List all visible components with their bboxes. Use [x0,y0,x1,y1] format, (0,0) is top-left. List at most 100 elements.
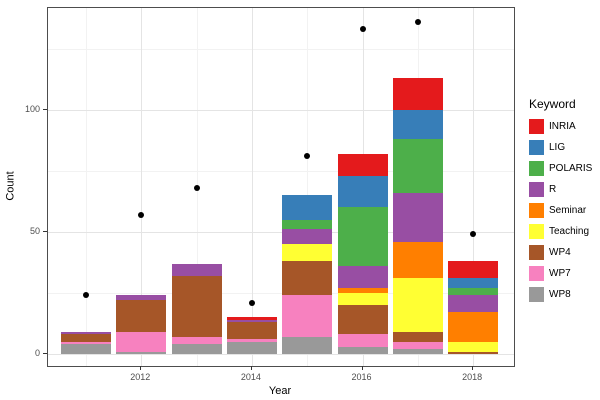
bar-segment-r [282,229,333,244]
data-point [83,292,89,299]
x-tick-mark [140,366,142,370]
bar-segment-r [337,266,388,288]
bar-segment-wp7 [226,339,277,342]
bar-segment-polaris [392,138,443,193]
data-point [138,211,145,218]
bar-segment-wp7 [337,334,388,347]
bar-segment-seminar [392,241,443,279]
x-tick-mark [250,366,252,370]
bar-segment-inria [337,153,388,176]
legend-key-swatch [529,119,544,134]
legend-item-label: WP7 [549,268,571,279]
bar-segment-lig [448,278,499,288]
x-tick-label: 2016 [351,372,372,382]
gridline-minor-y [48,170,514,172]
bar-segment-wp8 [116,351,167,354]
bar-segment-r [448,295,499,313]
gridline-major-y [48,354,514,355]
data-point [359,25,366,32]
legend-item-seminar: Seminar [529,203,592,218]
legend-key-swatch [529,266,544,281]
legend-key-swatch [529,287,544,302]
bar-segment-r [116,295,167,301]
bar-segment-lig [337,175,388,208]
bar-segment-wp7 [171,336,222,345]
x-tick-label: 2012 [130,372,151,382]
legend-key-swatch [529,245,544,260]
bar-segment-seminar [337,288,388,293]
legend-key-swatch [529,182,544,197]
bar-segment-inria [392,77,443,110]
x-axis-title: Year [268,385,292,397]
bar-segment-wp8 [171,344,222,354]
y-axis-title: Count [4,171,17,201]
bar-segment-wp7 [392,341,443,350]
bar-segment-wp8 [392,349,443,354]
bar-segment-teaching [448,341,499,352]
legend-item-wp4: WP4 [529,245,592,260]
bar-segment-lig [282,195,333,220]
legend-key-swatch [529,140,544,155]
gridline-major-x [141,8,143,366]
bar-segment-wp8 [282,336,333,354]
gridline-minor-x [86,8,87,366]
y-tick-mark [43,353,47,354]
legend-key-swatch [529,203,544,218]
gridline-minor-x [307,8,309,366]
legend-item-label: POLARIS [549,163,593,174]
bar-segment-wp4 [282,261,333,296]
legend-item-label: Teaching [549,226,590,237]
legend-item-label: WP4 [549,247,571,258]
data-point [304,153,311,160]
bar-segment-wp4 [226,322,277,340]
legend-item-wp7: WP7 [529,266,592,281]
gridline-minor-y [48,292,514,294]
x-tick-label: 2014 [240,372,261,382]
gridline-major-x [473,8,475,366]
gridline-major-x [251,8,253,366]
legend-items: INRIA LIG POLARIS R Seminar Teaching WP4 WP7 WP8 [529,119,592,302]
legend-item-label: LIG [549,142,566,153]
bar-segment-teaching [282,244,333,262]
data-point [470,231,477,238]
legend-item-label: R [549,184,557,195]
gridline-minor-y [48,48,514,50]
bar-segment-wp4 [171,275,222,337]
legend-item-teaching: Teaching [529,224,592,239]
gridline-major-y [48,231,514,233]
data-point [248,299,255,306]
bar-segment-teaching [392,278,443,332]
y-tick-label: 100 [24,103,40,114]
bar-segment-wp4 [61,334,111,342]
bar-segment-wp7 [61,341,111,345]
x-tick-label: 2018 [462,372,483,382]
data-point [414,18,421,25]
legend-item-polaris: POLARIS [529,161,592,176]
plot-panel [47,7,515,367]
legend-item-inria: INRIA [529,119,592,134]
y-tick-label: 50 [29,225,40,236]
bar-segment-r [226,319,277,323]
bar-segment-wp4 [337,305,388,335]
bar-segment-seminar [448,312,499,342]
bar-segment-r [392,192,443,242]
bar-segment-inria [448,261,499,279]
bar-segment-polaris [448,288,499,296]
x-tick-mark [361,366,363,370]
legend-item-label: Seminar [549,205,587,216]
legend-item-label: INRIA [549,121,576,132]
bar-segment-r [61,332,111,335]
bar-segment-polaris [282,219,333,230]
bar-segment-lig [392,109,443,139]
bar-segment-wp4 [448,351,499,354]
y-tick-mark [43,230,47,232]
bar-segment-wp7 [282,295,333,337]
gridline-major-y [48,109,514,111]
bar-segment-wp4 [392,332,443,342]
legend-key-swatch [529,161,544,176]
legend-item-r: R [529,182,592,197]
bar-segment-wp8 [61,344,111,354]
bar-segment-polaris [337,207,388,266]
legend-item-lig: LIG [529,140,592,155]
